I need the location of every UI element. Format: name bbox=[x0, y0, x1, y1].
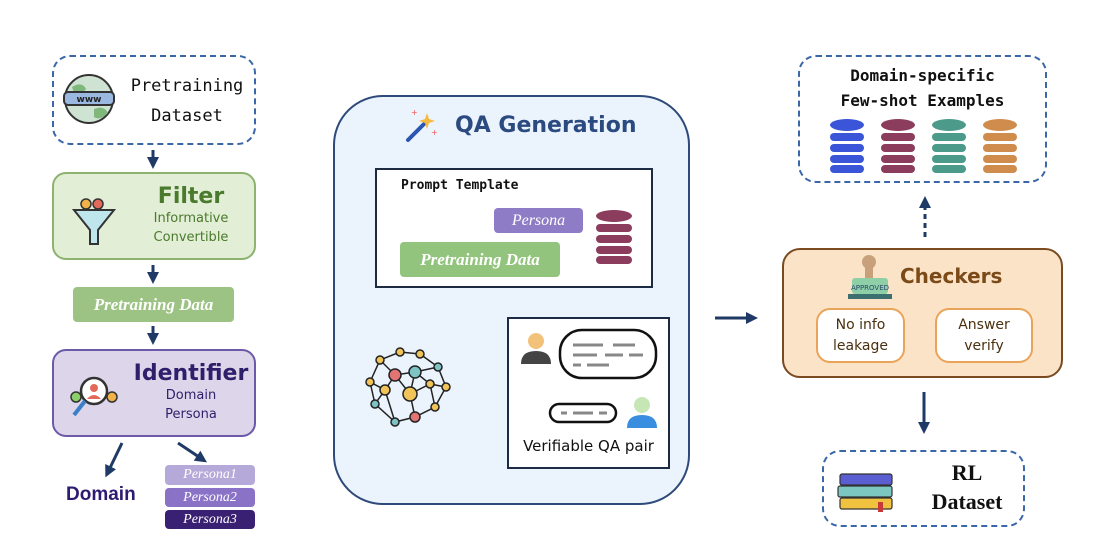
check-line2: leakage bbox=[832, 337, 889, 354]
persona-pill: Persona bbox=[494, 208, 583, 233]
database-icon-4 bbox=[983, 119, 1017, 173]
persona3-pill: Persona3 bbox=[165, 510, 255, 529]
assistant-avatar-icon bbox=[627, 397, 657, 428]
check-answer-verify: Answer verify bbox=[935, 308, 1033, 363]
qa-generation-panel: + + QA Generation Prompt Template Persona… bbox=[333, 95, 690, 505]
qa-generation-title: QA Generation bbox=[455, 113, 637, 138]
question-bubble bbox=[558, 328, 658, 380]
answer-bubble bbox=[548, 402, 618, 424]
check-no-info-leakage: No info leakage bbox=[816, 308, 905, 363]
arrow-identifier-to-persona bbox=[177, 441, 207, 463]
database-icon bbox=[596, 210, 632, 264]
database-icon-2 bbox=[881, 119, 915, 173]
filter-item-convertible: Convertible bbox=[153, 230, 229, 245]
fewshot-line2: Few-shot Examples bbox=[840, 91, 1005, 110]
persona1-pill: Persona1 bbox=[165, 465, 255, 485]
rl-line1: RL bbox=[951, 460, 983, 485]
qa-pair-label: Verifiable QA pair bbox=[523, 437, 654, 455]
stamp-text: APPROVED bbox=[851, 284, 889, 292]
check-line1: Answer bbox=[958, 316, 1010, 333]
pretraining-dataset-box: www Pretraining Dataset bbox=[52, 55, 256, 145]
prompt-template-title: Prompt Template bbox=[401, 178, 519, 193]
identifier-item-persona: Persona bbox=[165, 407, 217, 422]
filter-box: Filter Informative Convertible bbox=[52, 172, 256, 260]
search-people-icon bbox=[70, 376, 118, 417]
filter-item-informative: Informative bbox=[153, 211, 229, 226]
database-icon-1 bbox=[830, 119, 864, 173]
svg-text:+: + bbox=[411, 108, 418, 117]
svg-text:www: www bbox=[77, 95, 102, 105]
neural-brain-icon bbox=[365, 347, 451, 427]
rl-dataset-box: RL Dataset bbox=[822, 450, 1025, 527]
check-line2: verify bbox=[964, 337, 1004, 354]
persona2-pill: Persona2 bbox=[165, 488, 255, 507]
prompt-template-box: Prompt Template Persona Pretraining Data bbox=[375, 168, 653, 288]
identifier-box: Identifier Domain Persona bbox=[52, 349, 256, 437]
fewshot-examples-box: Domain-specific Few-shot Examples bbox=[798, 55, 1047, 183]
pretraining-data-pill: Pretraining Data bbox=[73, 287, 234, 322]
qa-pair-card: Verifiable QA pair bbox=[507, 317, 670, 469]
arrow-identifier-to-domain bbox=[105, 442, 124, 478]
user-avatar-icon bbox=[521, 333, 551, 364]
funnel-icon bbox=[71, 198, 117, 245]
pretraining-data-pill: Pretraining Data bbox=[400, 242, 560, 277]
rl-line2: Dataset bbox=[931, 489, 1003, 514]
svg-text:+: + bbox=[431, 128, 438, 137]
database-icon-3 bbox=[932, 119, 966, 173]
checkers-box: APPROVED Checkers No info leakage Answer… bbox=[782, 248, 1063, 378]
globe-www-icon: www bbox=[63, 74, 115, 124]
identifier-item-domain: Domain bbox=[165, 388, 217, 403]
books-icon bbox=[837, 473, 893, 512]
filter-title: Filter bbox=[157, 184, 225, 209]
approved-stamp-icon: APPROVED bbox=[848, 255, 892, 299]
domain-label: Domain bbox=[66, 484, 136, 505]
check-line1: No info bbox=[835, 316, 886, 333]
identifier-title: Identifier bbox=[133, 361, 249, 386]
source-line1: Pretraining bbox=[130, 76, 244, 96]
checkers-title: Checkers bbox=[900, 264, 1003, 288]
fewshot-line1: Domain-specific bbox=[850, 66, 995, 85]
source-line2: Dataset bbox=[151, 106, 223, 126]
magic-wand-icon: ++ bbox=[406, 108, 438, 142]
domain-databases bbox=[830, 119, 1017, 173]
